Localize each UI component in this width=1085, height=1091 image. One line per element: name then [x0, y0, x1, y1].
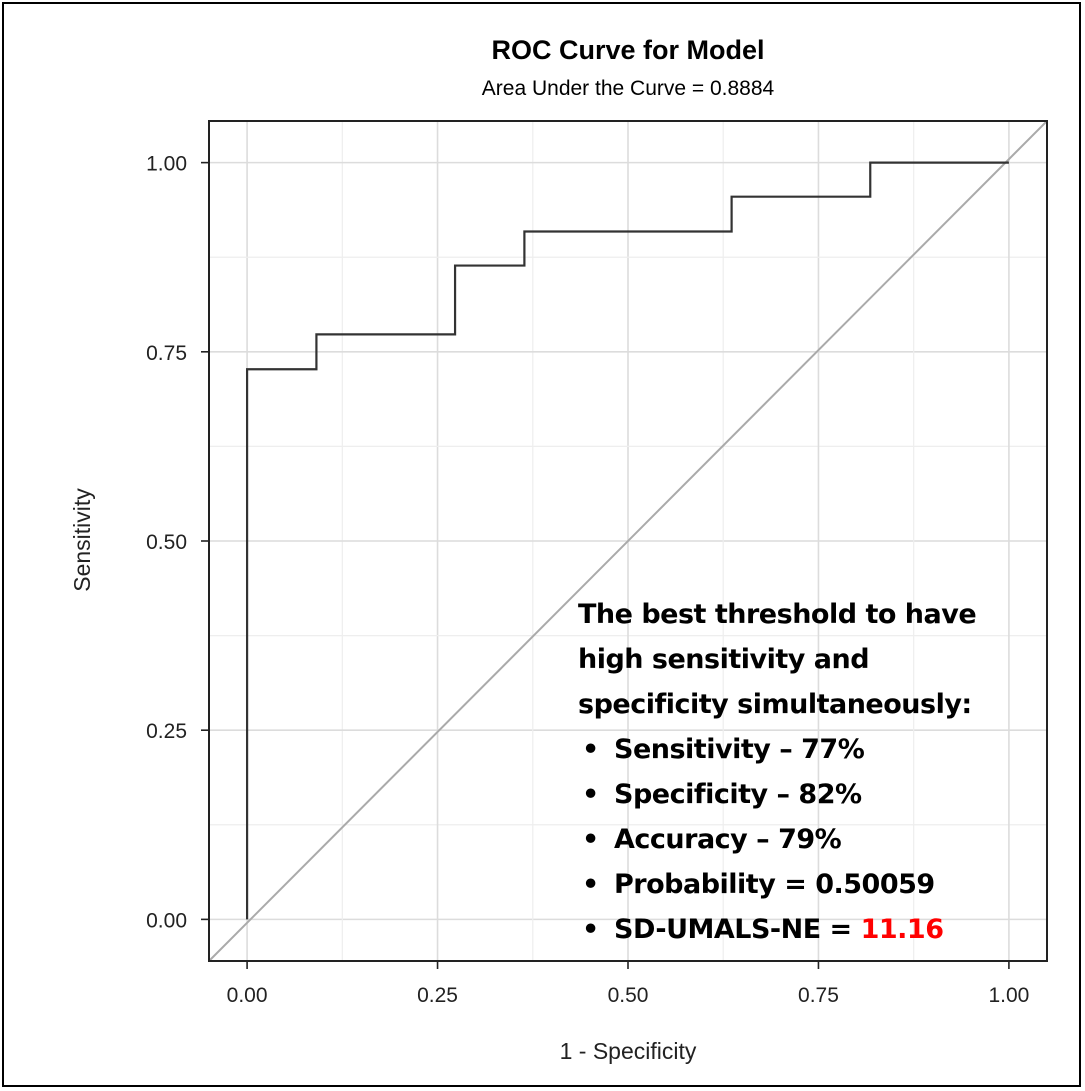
y-tick-label: 0.50 [146, 531, 187, 554]
annotation-heading: The best threshold to have high sensitiv… [578, 599, 977, 720]
annotation-item: • Specificity – 82% [578, 772, 1018, 817]
x-tick-label: 0.00 [227, 984, 268, 1007]
annotation-list: • Sensitivity – 77% • Specificity – 82% • A… [578, 727, 1018, 952]
annotation-item: • Sensitivity – 77% [578, 727, 1018, 772]
annotation-item: • SD-UMALS-NE = 11.16 [578, 907, 1018, 952]
bullet-icon: • [582, 734, 599, 765]
roc-curve [245, 161, 1009, 920]
bullet-icon: • [582, 824, 599, 855]
y-axis-ticks: 0.00 0.25 0.50 0.75 1.00 [146, 153, 209, 932]
threshold-annotation: The best threshold to have high sensitiv… [578, 592, 1018, 952]
y-tick-label: 1.00 [146, 153, 187, 176]
threshold-value: 11.16 [860, 914, 944, 945]
x-tick-label: 1.00 [988, 984, 1029, 1007]
x-axis-ticks: 0.00 0.25 0.50 0.75 1.00 [227, 961, 1029, 1007]
roc-line [245, 161, 1009, 920]
y-axis-label: Sensitivity [69, 488, 95, 592]
x-tick-label: 0.25 [417, 984, 458, 1007]
x-tick-label: 0.50 [608, 984, 649, 1007]
annotation-item: • Accuracy – 79% [578, 817, 1018, 862]
y-tick-label: 0.75 [146, 342, 187, 365]
y-tick-label: 0.00 [146, 909, 187, 932]
reference-line [208, 120, 1048, 962]
bullet-icon: • [582, 779, 599, 810]
chart-title: ROC Curve for Model [491, 35, 764, 65]
x-tick-label: 0.75 [798, 984, 839, 1007]
y-tick-label: 0.25 [146, 720, 187, 743]
reference-diagonal [208, 120, 1048, 962]
annotation-item: • Probability = 0.50059 [578, 862, 1018, 907]
bullet-icon: • [582, 869, 599, 900]
x-axis-label: 1 - Specificity [560, 1038, 697, 1064]
bullet-icon: • [582, 914, 599, 945]
chart-subtitle: Area Under the Curve = 0.8884 [482, 77, 775, 100]
